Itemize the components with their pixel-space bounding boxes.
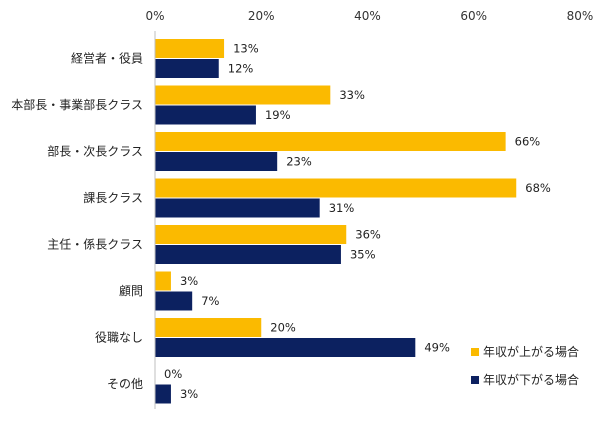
data-label: 68% [525, 181, 551, 195]
x-tick-label: 20% [248, 9, 275, 23]
data-label: 33% [339, 88, 365, 102]
bar-salary-down [155, 384, 171, 404]
data-label: 35% [350, 248, 376, 262]
x-tick-label: 0% [145, 9, 164, 23]
category-label: 役職なし [95, 330, 143, 345]
data-label: 20% [270, 321, 296, 335]
data-label: 7% [201, 294, 219, 308]
legend-swatch [471, 376, 479, 384]
bar-salary-down [155, 338, 416, 357]
data-label: 31% [329, 201, 355, 215]
bar-salary-up [155, 132, 506, 151]
bar-salary-up [155, 271, 171, 291]
bar-salary-up [155, 85, 331, 105]
bar-salary-up [155, 225, 347, 244]
data-label: 0% [164, 367, 182, 381]
x-tick-label: 40% [354, 9, 381, 23]
data-label: 13% [233, 42, 259, 56]
legend-label: 年収が上がる場合 [483, 344, 579, 359]
category-labels: 経営者・役員本部長・事業部長クラス部長・次長クラス課長クラス主任・係長クラス顧問… [11, 51, 143, 392]
x-tick-label: 60% [460, 9, 487, 23]
category-label: 顧問 [119, 283, 143, 298]
category-label: 本部長・事業部長クラス [11, 97, 143, 112]
bar-salary-down [155, 152, 278, 171]
data-label: 3% [180, 387, 198, 401]
bar-salary-up [155, 178, 517, 198]
data-labels: 13%12%33%19%66%23%68%31%36%35%3%7%20%49%… [164, 42, 551, 402]
bar-salary-down [155, 198, 320, 218]
bar-salary-up [155, 39, 225, 58]
bar-salary-down [155, 291, 193, 311]
bar-salary-down [155, 59, 219, 78]
x-tick-label: 80% [567, 9, 594, 23]
data-label: 36% [355, 228, 381, 242]
category-label: 課長クラス [83, 190, 143, 205]
category-label: 経営者・役員 [71, 51, 143, 66]
category-label: その他 [107, 377, 143, 391]
legend-label: 年収が下がる場合 [483, 372, 579, 387]
data-label: 49% [424, 341, 450, 355]
category-label: 部長・次長クラス [47, 144, 143, 159]
data-label: 19% [265, 108, 291, 122]
bar-salary-down [155, 105, 256, 125]
data-label: 12% [228, 62, 254, 76]
bar-salary-down [155, 245, 341, 264]
legend-swatch [471, 348, 479, 356]
x-axis-ticks: 0% 20% 40% 60% 80% [145, 9, 593, 23]
data-label: 66% [515, 135, 541, 149]
data-label: 3% [180, 274, 198, 288]
category-label: 主任・係長クラス [47, 238, 143, 252]
bars [155, 39, 517, 404]
bar-salary-up [155, 318, 262, 337]
data-label: 23% [286, 155, 312, 169]
